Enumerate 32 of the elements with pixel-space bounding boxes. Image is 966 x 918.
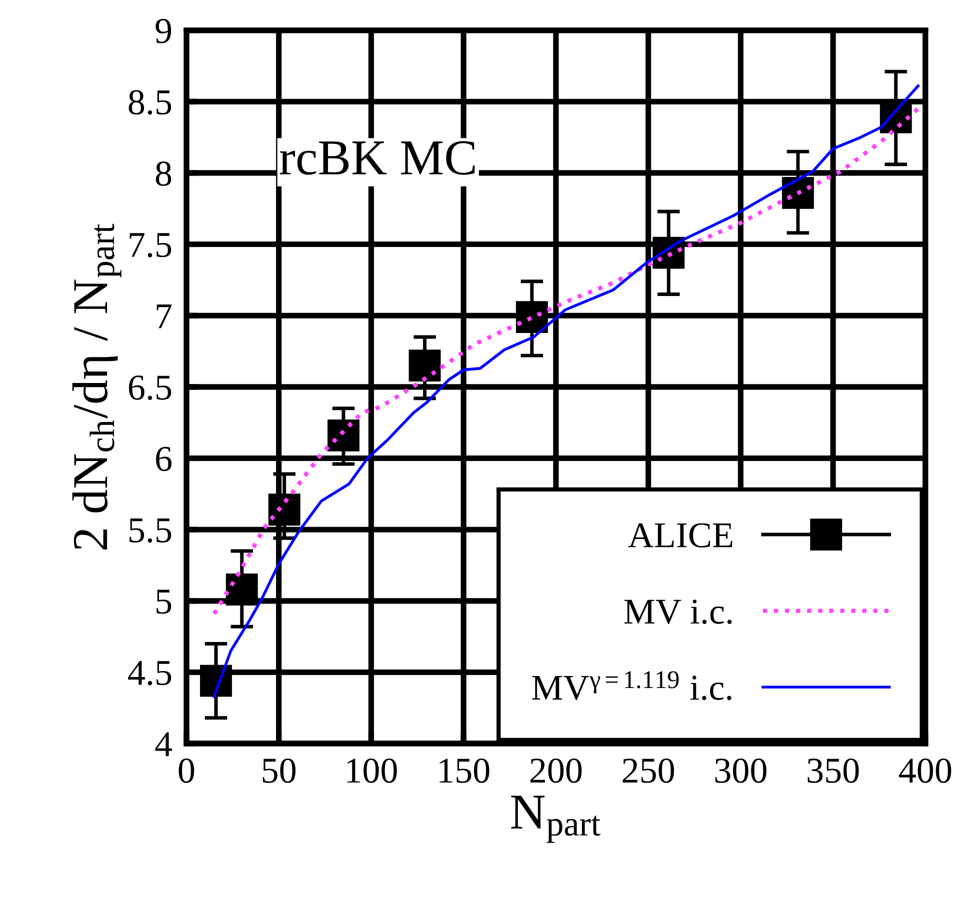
legend-label: ALICE	[628, 523, 732, 548]
legend-label: MV$^{γ=1.119}$ i.c.	[532, 671, 732, 700]
x-tick-label: 300	[715, 758, 766, 783]
point	[328, 419, 360, 452]
annotation: rcBK MC	[280, 141, 475, 175]
x-tick-label: 350	[808, 758, 859, 783]
x-tick-label: 50	[262, 758, 296, 783]
y-tick-label: 9	[156, 18, 172, 44]
x-tick-label: 250	[622, 758, 674, 783]
y-tick-label: 5	[156, 590, 172, 614]
y-tick-label: 7	[156, 304, 172, 328]
y-tick-label: 8.5	[128, 90, 172, 115]
y-tick-label: 5.5	[130, 518, 172, 543]
y-tick-label: 7.5	[130, 233, 172, 258]
point	[516, 301, 548, 334]
point	[408, 350, 441, 382]
x-axis-title: N$_{part}$	[511, 796, 600, 843]
y-tick-label: 8	[156, 161, 172, 186]
y-axis-title: 2 dN$_{ch}$/dη / N$_{part}$	[72, 224, 122, 550]
point	[268, 494, 300, 526]
x-tick-label: 200	[530, 758, 582, 783]
x-tick-label: 0	[178, 758, 194, 783]
x-tick-label: 400	[899, 758, 952, 783]
point	[226, 574, 258, 606]
legend-label: MV i.c.	[624, 600, 732, 624]
x-tick-label: 150	[440, 758, 490, 783]
x-tick-label: 100	[347, 758, 397, 783]
y-tick-label: 6.5	[128, 376, 172, 400]
y-tick-label: 4	[155, 732, 172, 756]
point	[200, 664, 232, 697]
y-tick-label: 4.5	[128, 661, 172, 686]
y-tick-label: 6	[156, 446, 172, 472]
